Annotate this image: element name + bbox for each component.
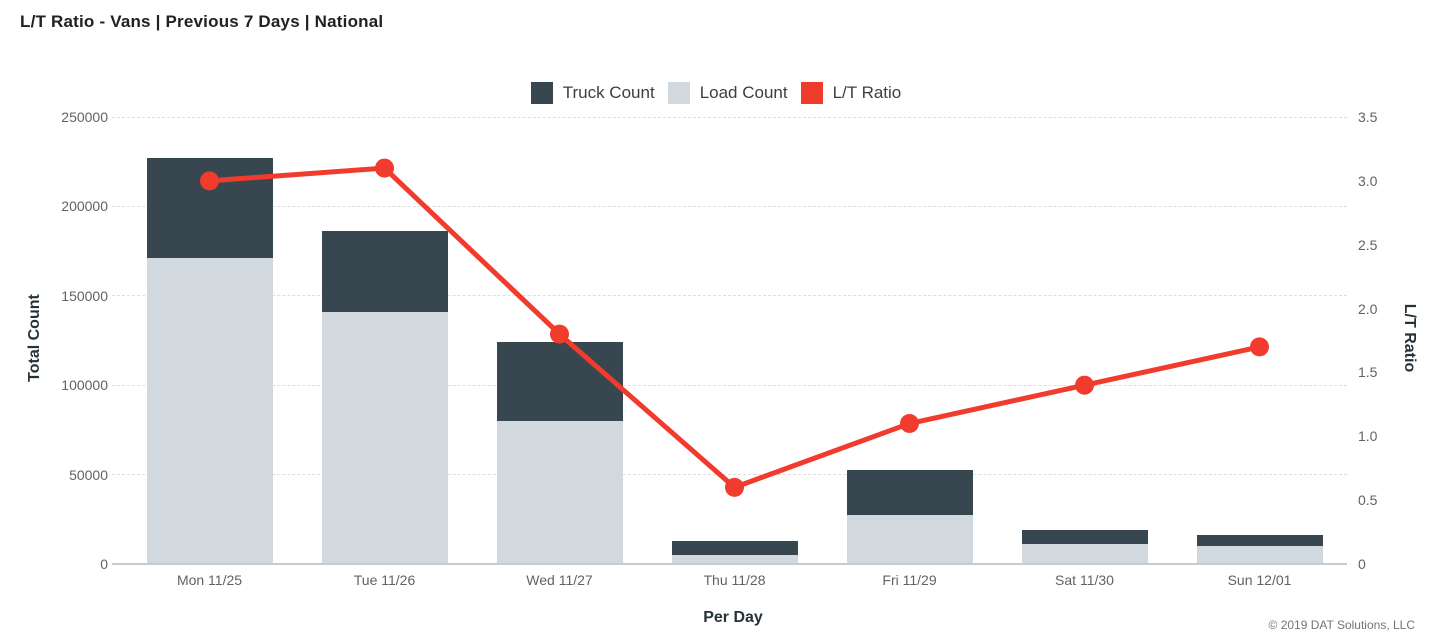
left-axis-tick-label: 100000 (61, 377, 108, 394)
x-axis-category-label: Fri 11/29 (882, 572, 937, 588)
ratio-line (207, 165, 1262, 490)
gridline (112, 474, 1347, 476)
left-axis-tick-label: 200000 (61, 198, 108, 215)
legend-swatch-load-count (667, 82, 690, 104)
ratio-point (200, 171, 219, 191)
plot-area (112, 116, 1347, 564)
legend-item-lt-ratio[interactable]: L/T Ratio (800, 82, 902, 104)
ratio-point (900, 414, 919, 434)
x-axis-category-label: Mon 11/25 (176, 572, 243, 588)
x-axis-title: Per Day (703, 609, 763, 626)
chart-title: L/T Ratio - Vans | Previous 7 Days | Nat… (20, 12, 384, 31)
gridline (112, 116, 1347, 118)
legend-swatch-truck-count (530, 82, 553, 104)
bar-segment-truck-count (321, 231, 448, 312)
ratio-point (1075, 375, 1094, 395)
right-axis-tick-label: 1.0 (1358, 428, 1378, 445)
gridline (112, 384, 1347, 386)
bar-segment-truck-count (496, 342, 623, 421)
right-axis-tick-label: 0.5 (1358, 492, 1378, 509)
bar-segment-truck-count (846, 470, 973, 515)
x-axis-category-label: Thu 11/28 (703, 572, 766, 588)
right-axis-tick-label: 3.0 (1358, 172, 1378, 189)
legend-swatch-lt-ratio (800, 82, 823, 104)
copyright: © 2019 DAT Solutions, LLC (1268, 618, 1415, 632)
x-axis-category-label: Wed 11/27 (526, 572, 593, 588)
bar-segment-load-count (1196, 546, 1323, 564)
left-axis-tick-label: 250000 (61, 109, 108, 125)
bar-segment-load-count (496, 420, 623, 564)
ratio-line-layer (200, 158, 1269, 497)
right-axis-title: L/T Ratio (1401, 303, 1418, 373)
x-axis-line (112, 563, 1347, 565)
bar-segment-load-count (671, 555, 798, 564)
bar-segment-truck-count (671, 540, 798, 556)
left-axis-title: Total Count (26, 294, 43, 382)
right-axis-tick-label: 1.5 (1358, 364, 1378, 381)
ratio-point (375, 158, 394, 178)
right-axis-tick-label: 2.5 (1358, 236, 1378, 253)
left-axis-tick-label: 0 (100, 556, 108, 572)
ratio-point (1250, 337, 1269, 357)
gridline (112, 205, 1347, 207)
bar-segment-load-count (846, 514, 973, 564)
right-axis-tick-label: 3.5 (1358, 109, 1378, 125)
ratio-point (550, 324, 569, 344)
legend-item-truck-count[interactable]: Truck Count (530, 82, 655, 104)
legend-label: L/T Ratio (832, 83, 902, 102)
right-axis-tick-label: 0 (1358, 556, 1366, 572)
left-axis-tick-label: 50000 (69, 466, 108, 483)
bar-segment-truck-count (1021, 530, 1148, 545)
bar-segment-load-count (146, 258, 273, 564)
right-axis-tick-label: 2.0 (1358, 300, 1378, 317)
legend-label: Truck Count (562, 83, 655, 102)
bar-segment-load-count (1021, 544, 1148, 564)
ratio-point (725, 477, 744, 497)
legend: Truck Count Load Count L/T Ratio (0, 82, 1432, 104)
x-axis-category-label: Sat 11/30 (1055, 572, 1114, 588)
left-axis-tick-label: 150000 (61, 287, 108, 304)
legend-label: Load Count (699, 83, 788, 102)
bar-segment-load-count (321, 311, 448, 564)
bar-segment-truck-count (1196, 535, 1323, 547)
x-axis-category-label: Sun 12/01 (1227, 572, 1292, 588)
legend-item-load-count[interactable]: Load Count (667, 82, 788, 104)
x-axis-category-label: Tue 11/26 (353, 572, 416, 588)
gridline (112, 295, 1347, 297)
